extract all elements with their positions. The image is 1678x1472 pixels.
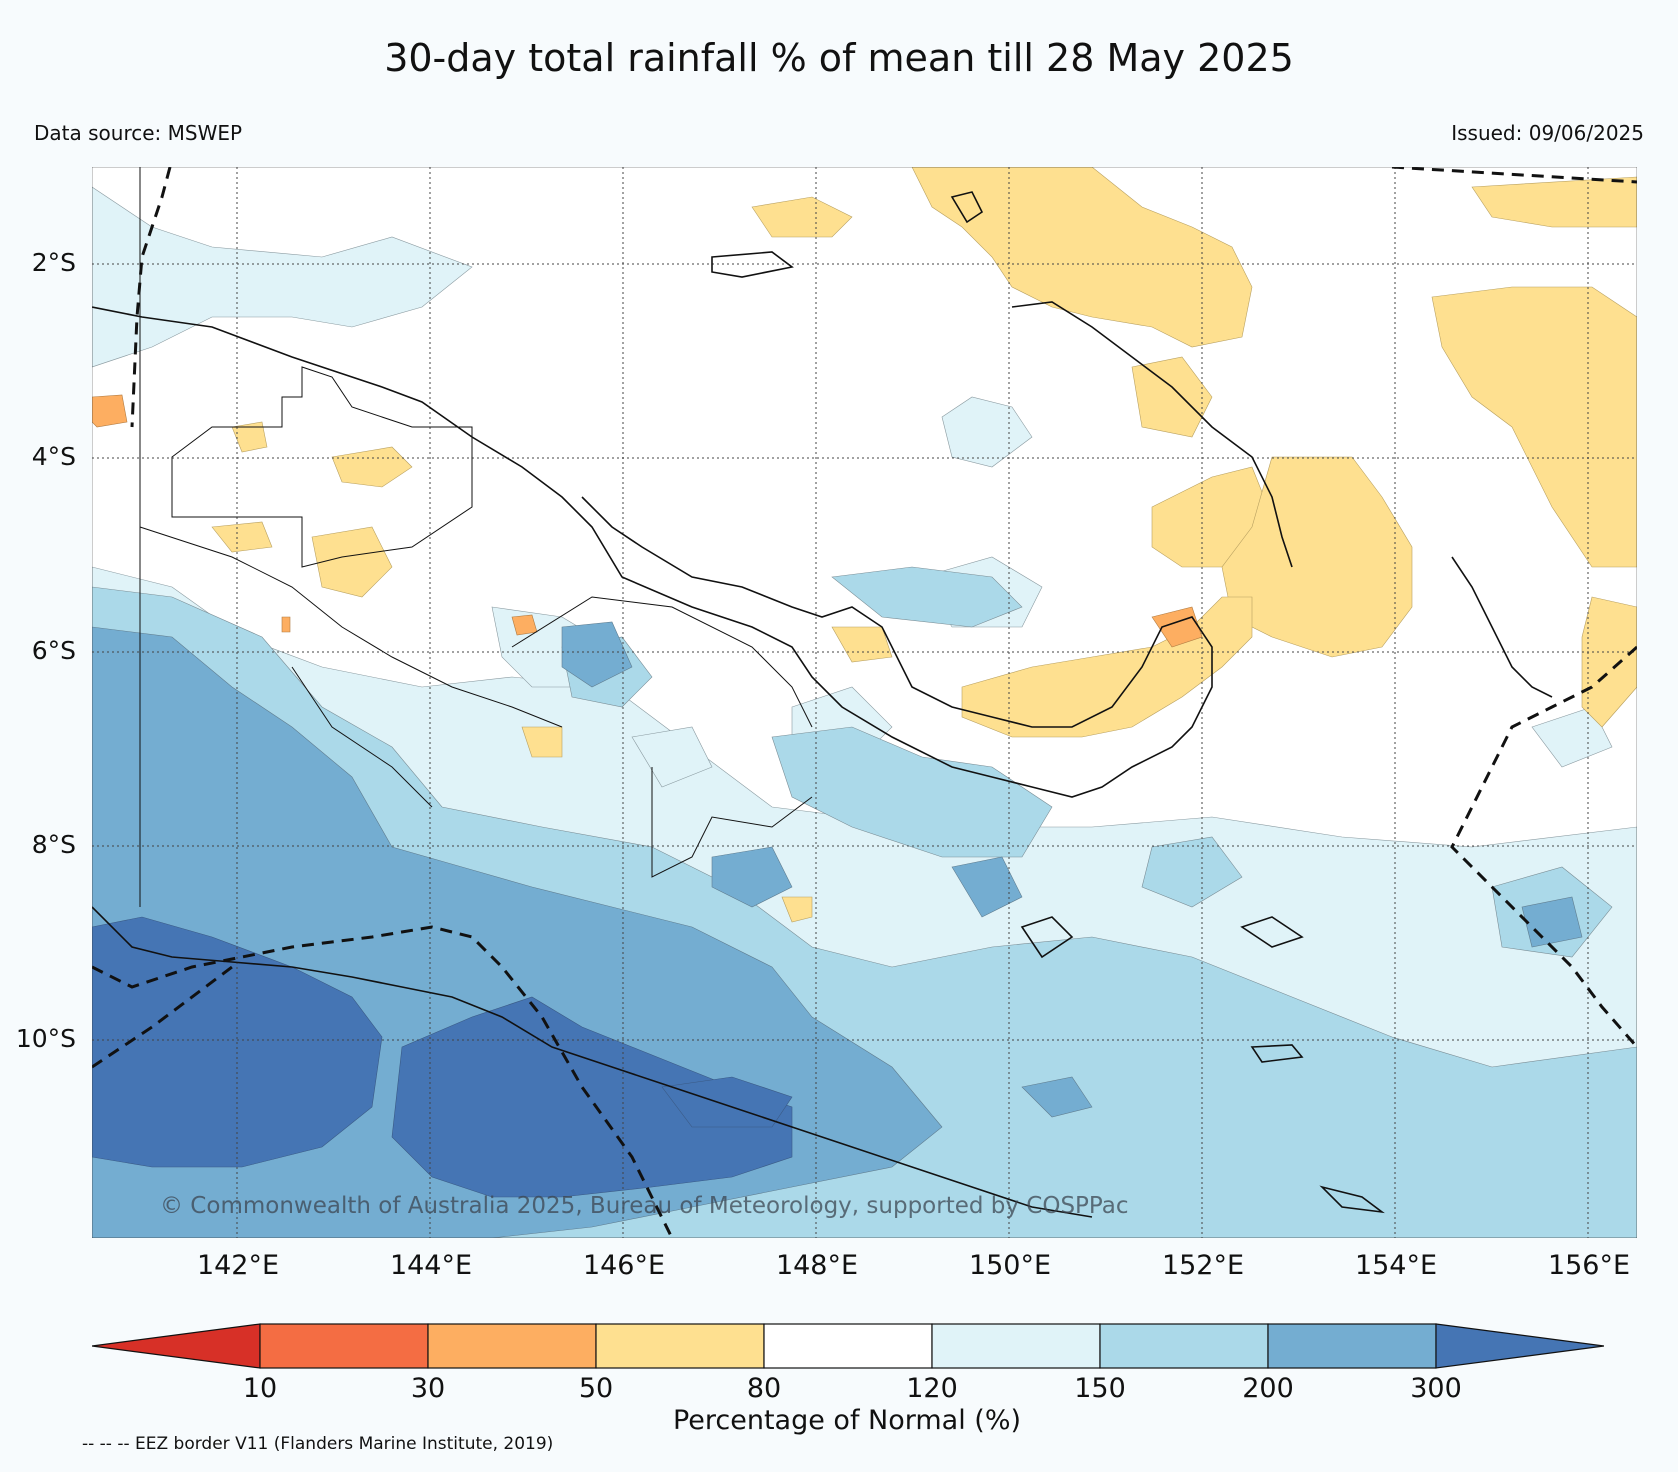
issued-date-label: Issued: 09/06/2025	[1451, 121, 1644, 145]
lat-label-2s: 2°S	[31, 248, 76, 277]
colorbar-tick-30: 30	[410, 1373, 446, 1404]
data-source-label: Data source: MSWEP	[34, 121, 243, 145]
colorbar-segment-30-50	[427, 1323, 597, 1369]
colorbar-tick-50: 50	[578, 1373, 614, 1404]
lat-label-8s: 8°S	[31, 830, 76, 859]
lon-label-152e: 152°E	[1161, 1250, 1245, 1281]
colorbar-segment-120-150	[931, 1323, 1101, 1369]
eez-legend-note: -- -- -- EEZ border V11 (Flanders Marine…	[82, 1434, 554, 1454]
colorbar-segment-below-10	[92, 1323, 261, 1369]
colorbar-tick-200: 200	[1242, 1373, 1294, 1404]
lon-label-144e: 144°E	[389, 1250, 473, 1281]
colorbar-tick-150: 150	[1074, 1373, 1126, 1404]
lon-label-156e: 156°E	[1547, 1250, 1631, 1281]
lat-label-4s: 4°S	[31, 442, 76, 471]
colorbar-segment-150-200	[1099, 1323, 1269, 1369]
colorbar-segment-80-120	[763, 1323, 933, 1369]
colorbar	[92, 1323, 1604, 1369]
map-title: 30-day total rainfall % of mean till 28 …	[384, 36, 1294, 80]
coastlines	[92, 191, 1553, 1218]
colorbar-segment-200-300	[1267, 1323, 1437, 1369]
lon-label-148e: 148°E	[775, 1250, 859, 1281]
rainfall-50-80-zones	[211, 167, 1637, 923]
lon-label-150e: 150°E	[968, 1250, 1052, 1281]
colorbar-segment-10-30	[259, 1323, 429, 1369]
lon-label-146e: 146°E	[582, 1250, 666, 1281]
eez-borders	[92, 167, 1637, 1238]
colorbar-segment-50-80	[595, 1323, 765, 1369]
colorbar-label: Percentage of Normal (%)	[672, 1405, 1022, 1436]
map-gridlines	[92, 167, 1637, 1238]
province-boundaries	[139, 167, 813, 907]
credit-watermark: © Commonwealth of Australia 2025, Bureau…	[160, 1193, 1129, 1219]
colorbar-tick-300: 300	[1410, 1373, 1462, 1404]
lon-label-142e: 142°E	[196, 1250, 280, 1281]
lon-label-154e: 154°E	[1354, 1250, 1438, 1281]
colorbar-tick-80: 80	[746, 1373, 782, 1404]
colorbar-tick-120: 120	[906, 1373, 958, 1404]
lat-label-10s: 10°S	[15, 1024, 76, 1053]
colorbar-segment-above-300	[1435, 1323, 1604, 1369]
lat-label-6s: 6°S	[31, 636, 76, 665]
rainfall-map: © Commonwealth of Australia 2025, Bureau…	[92, 167, 1637, 1238]
colorbar-tick-10: 10	[242, 1373, 278, 1404]
